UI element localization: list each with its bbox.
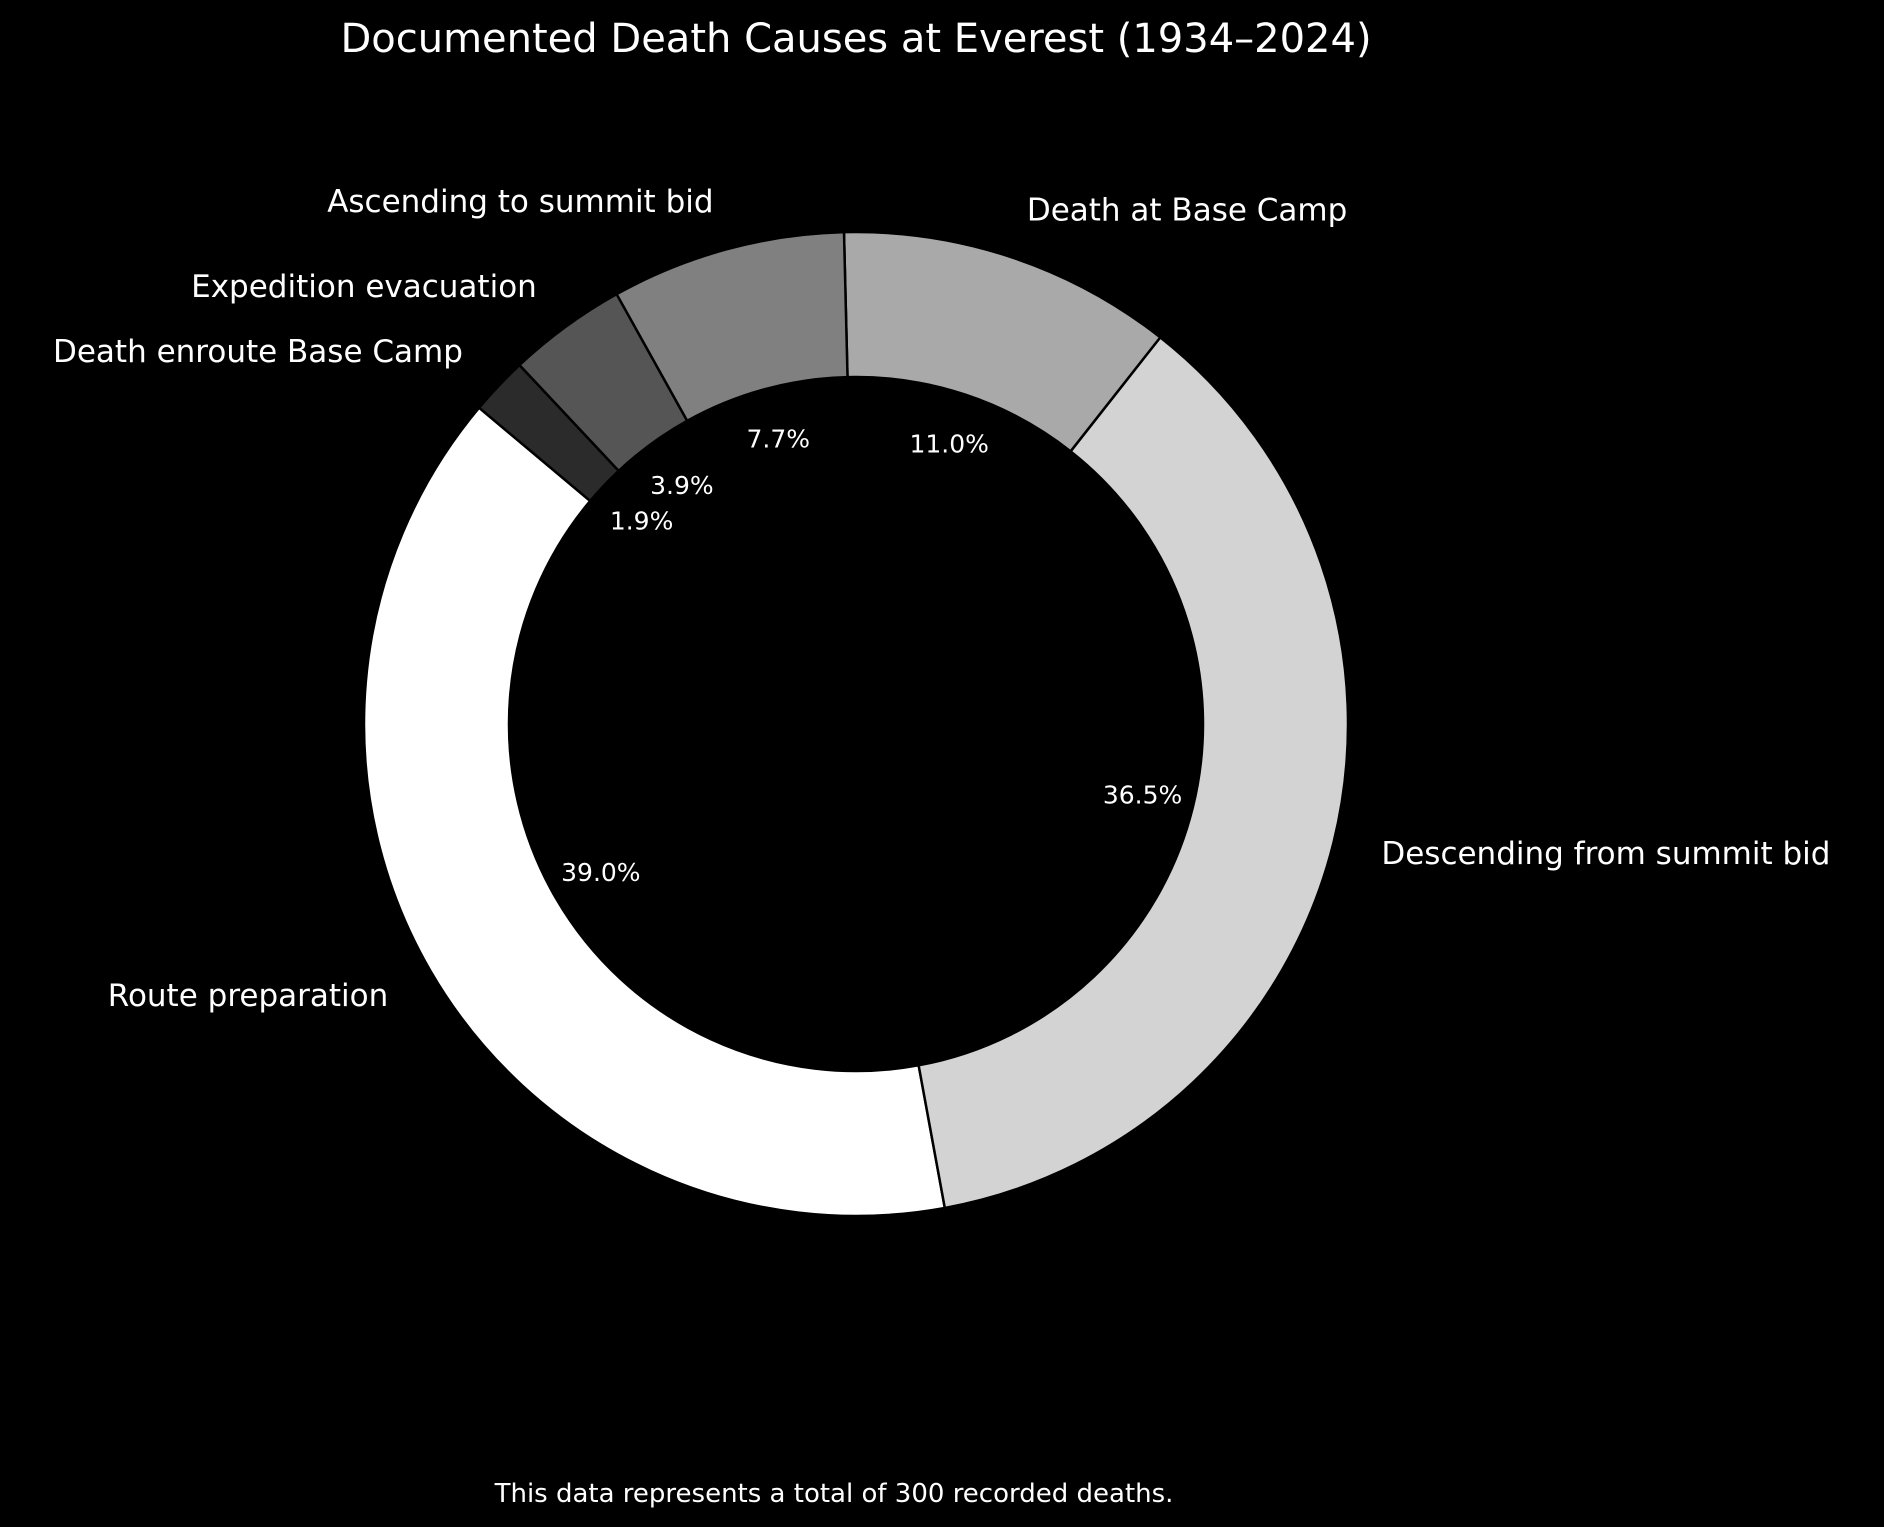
pct-label-5: 1.9% <box>610 507 674 536</box>
category-labels: Route preparation Descending from summit … <box>53 184 1830 1014</box>
pct-label-3: 7.7% <box>747 425 811 454</box>
slice-1 <box>917 335 1350 1210</box>
slices <box>362 230 1350 1218</box>
pct-label-0: 39.0% <box>561 858 640 887</box>
percentage-labels: 39.0% 36.5% 11.0% 7.7% 3.9% 1.9% <box>561 425 1182 887</box>
slice-0 <box>362 405 947 1218</box>
chart-title: Documented Death Causes at Everest (1934… <box>340 16 1371 62</box>
footnote: This data represents a total of 300 reco… <box>494 1479 1174 1509</box>
category-label-2: Death at Base Camp <box>1027 192 1347 228</box>
category-label-3: Ascending to summit bid <box>327 184 713 220</box>
category-label-5: Death enroute Base Camp <box>53 334 463 370</box>
pct-label-1: 36.5% <box>1103 780 1182 809</box>
slice-5 <box>477 363 621 503</box>
pct-label-2: 11.0% <box>909 429 988 458</box>
category-label-0: Route preparation <box>108 978 388 1014</box>
category-label-4: Expedition evacuation <box>191 269 537 305</box>
category-label-1: Descending from summit bid <box>1381 836 1830 872</box>
pct-label-4: 3.9% <box>650 471 714 500</box>
